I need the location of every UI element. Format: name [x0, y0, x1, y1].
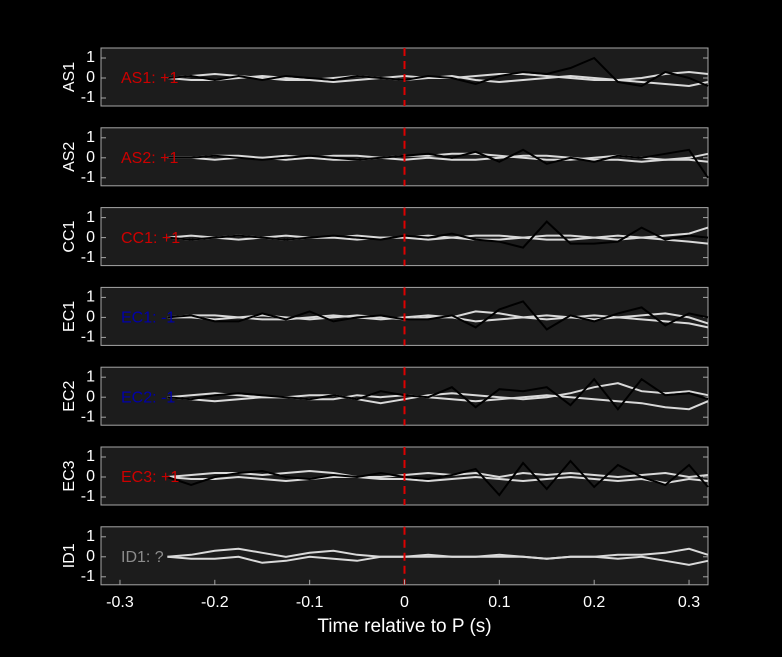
x-tick-label: 0.3 [678, 594, 700, 611]
trace [167, 148, 709, 179]
y-tick-label: 1 [86, 289, 95, 306]
trace [167, 300, 709, 331]
trace [167, 220, 709, 249]
y-tick-label: 1 [86, 209, 95, 226]
x-tick-label: 0.1 [488, 594, 510, 611]
annotation: ID1: ? [121, 549, 164, 566]
trace [167, 475, 709, 485]
y-tick-label: 1 [86, 49, 95, 66]
x-tick-label: -0.1 [296, 594, 324, 611]
annotation: AS2: +1 [121, 150, 178, 167]
y-tick-label: -1 [81, 249, 95, 266]
trace [167, 459, 709, 497]
x-tick-label: -0.3 [106, 594, 134, 611]
y-tick-label: -1 [81, 169, 95, 186]
annotation: EC2: -1 [121, 389, 175, 406]
trace [167, 555, 709, 566]
y-axis-label: CC1 [61, 220, 78, 252]
annotation: AS1: +1 [121, 70, 178, 87]
y-tick-label: 0 [86, 309, 95, 326]
y-axis-label: AS1 [61, 62, 78, 92]
y-tick-label: 0 [86, 229, 95, 246]
trace [167, 394, 709, 411]
y-tick-label: -1 [81, 89, 95, 106]
y-tick-label: -1 [81, 488, 95, 505]
trace [167, 56, 709, 88]
x-tick-label: 0.2 [583, 594, 605, 611]
x-axis-label: Time relative to P (s) [317, 616, 491, 637]
y-tick-label: 1 [86, 528, 95, 545]
y-axis-label: ID1 [61, 543, 78, 568]
y-tick-label: -1 [81, 408, 95, 425]
y-axis-label: EC1 [61, 301, 78, 332]
y-tick-label: 0 [86, 468, 95, 485]
y-tick-label: 0 [86, 149, 95, 166]
y-tick-label: -1 [81, 329, 95, 346]
y-tick-label: -1 [81, 568, 95, 585]
trace [167, 377, 709, 411]
trace [167, 469, 709, 479]
x-tick-label: 0 [400, 594, 409, 611]
annotation: EC1: -1 [121, 310, 175, 327]
y-axis-label: AS2 [61, 142, 78, 172]
y-tick-label: 1 [86, 448, 95, 465]
trace [167, 154, 709, 163]
y-tick-label: 0 [86, 388, 95, 405]
y-axis-label: EC2 [61, 381, 78, 412]
y-axis-label: EC3 [61, 460, 78, 491]
annotation: EC3: +1 [121, 469, 179, 486]
y-tick-label: 0 [86, 548, 95, 565]
x-tick-label: -0.2 [201, 594, 229, 611]
annotation: CC1: +1 [121, 230, 180, 247]
y-tick-label: 1 [86, 129, 95, 146]
y-tick-label: 1 [86, 368, 95, 385]
y-tick-label: 0 [86, 69, 95, 86]
